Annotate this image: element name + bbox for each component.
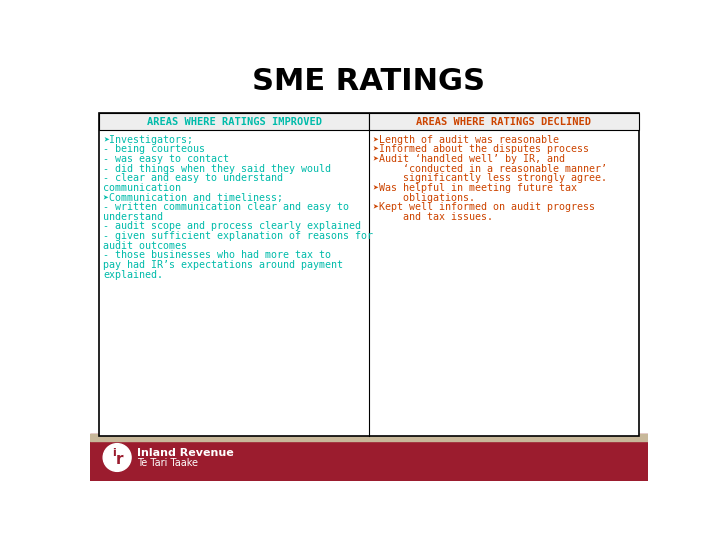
- Text: ➤Was helpful in meeting future tax: ➤Was helpful in meeting future tax: [373, 183, 577, 193]
- Text: - did things when they said they would: - did things when they said they would: [103, 164, 331, 174]
- Text: - clear and easy to understand: - clear and easy to understand: [103, 173, 283, 184]
- Text: ➤Audit ‘handled well’ by IR, and: ➤Audit ‘handled well’ by IR, and: [373, 154, 565, 164]
- Circle shape: [103, 444, 131, 471]
- Text: AREAS WHERE RATINGS DECLINED: AREAS WHERE RATINGS DECLINED: [416, 117, 591, 127]
- Text: SME RATINGS: SME RATINGS: [253, 68, 485, 96]
- Bar: [90, 434, 648, 481]
- Text: - given sufficient explanation of reasons for: - given sufficient explanation of reason…: [103, 231, 373, 241]
- Text: ➤Length of audit was reasonable: ➤Length of audit was reasonable: [373, 135, 559, 145]
- Text: - being courteous: - being courteous: [103, 145, 205, 154]
- Text: - those businesses who had more tax to: - those businesses who had more tax to: [103, 251, 331, 260]
- Text: r: r: [116, 453, 123, 467]
- Bar: [369, 113, 639, 130]
- Text: pay had IR’s expectations around payment: pay had IR’s expectations around payment: [103, 260, 343, 270]
- Text: communication: communication: [103, 183, 181, 193]
- Text: explained.: explained.: [103, 269, 163, 280]
- Text: audit outcomes: audit outcomes: [103, 241, 187, 251]
- Text: ➤Communication and timeliness;: ➤Communication and timeliness;: [103, 193, 283, 202]
- Text: ➤Kept well informed on audit progress: ➤Kept well informed on audit progress: [373, 202, 595, 212]
- Text: - audit scope and process clearly explained: - audit scope and process clearly explai…: [103, 221, 361, 232]
- Text: - was easy to contact: - was easy to contact: [103, 154, 229, 164]
- Text: Te Tari Taake: Te Tari Taake: [138, 458, 198, 468]
- Text: understand: understand: [103, 212, 163, 222]
- Text: - written communication clear and easy to: - written communication clear and easy t…: [103, 202, 349, 212]
- Bar: [90, 434, 648, 441]
- Bar: [99, 113, 639, 436]
- Text: and tax issues.: and tax issues.: [373, 212, 493, 222]
- Text: ➤Informed about the disputes process: ➤Informed about the disputes process: [373, 145, 589, 154]
- Text: Inland Revenue: Inland Revenue: [138, 448, 234, 458]
- Text: ‘conducted in a reasonable manner’: ‘conducted in a reasonable manner’: [373, 164, 607, 174]
- Bar: [99, 113, 369, 130]
- Text: i: i: [112, 448, 116, 458]
- Text: obligations.: obligations.: [373, 193, 475, 202]
- Text: ➤Investigators;: ➤Investigators;: [103, 135, 193, 145]
- Text: AREAS WHERE RATINGS IMPROVED: AREAS WHERE RATINGS IMPROVED: [147, 117, 322, 127]
- Text: significantly less strongly agree.: significantly less strongly agree.: [373, 173, 607, 184]
